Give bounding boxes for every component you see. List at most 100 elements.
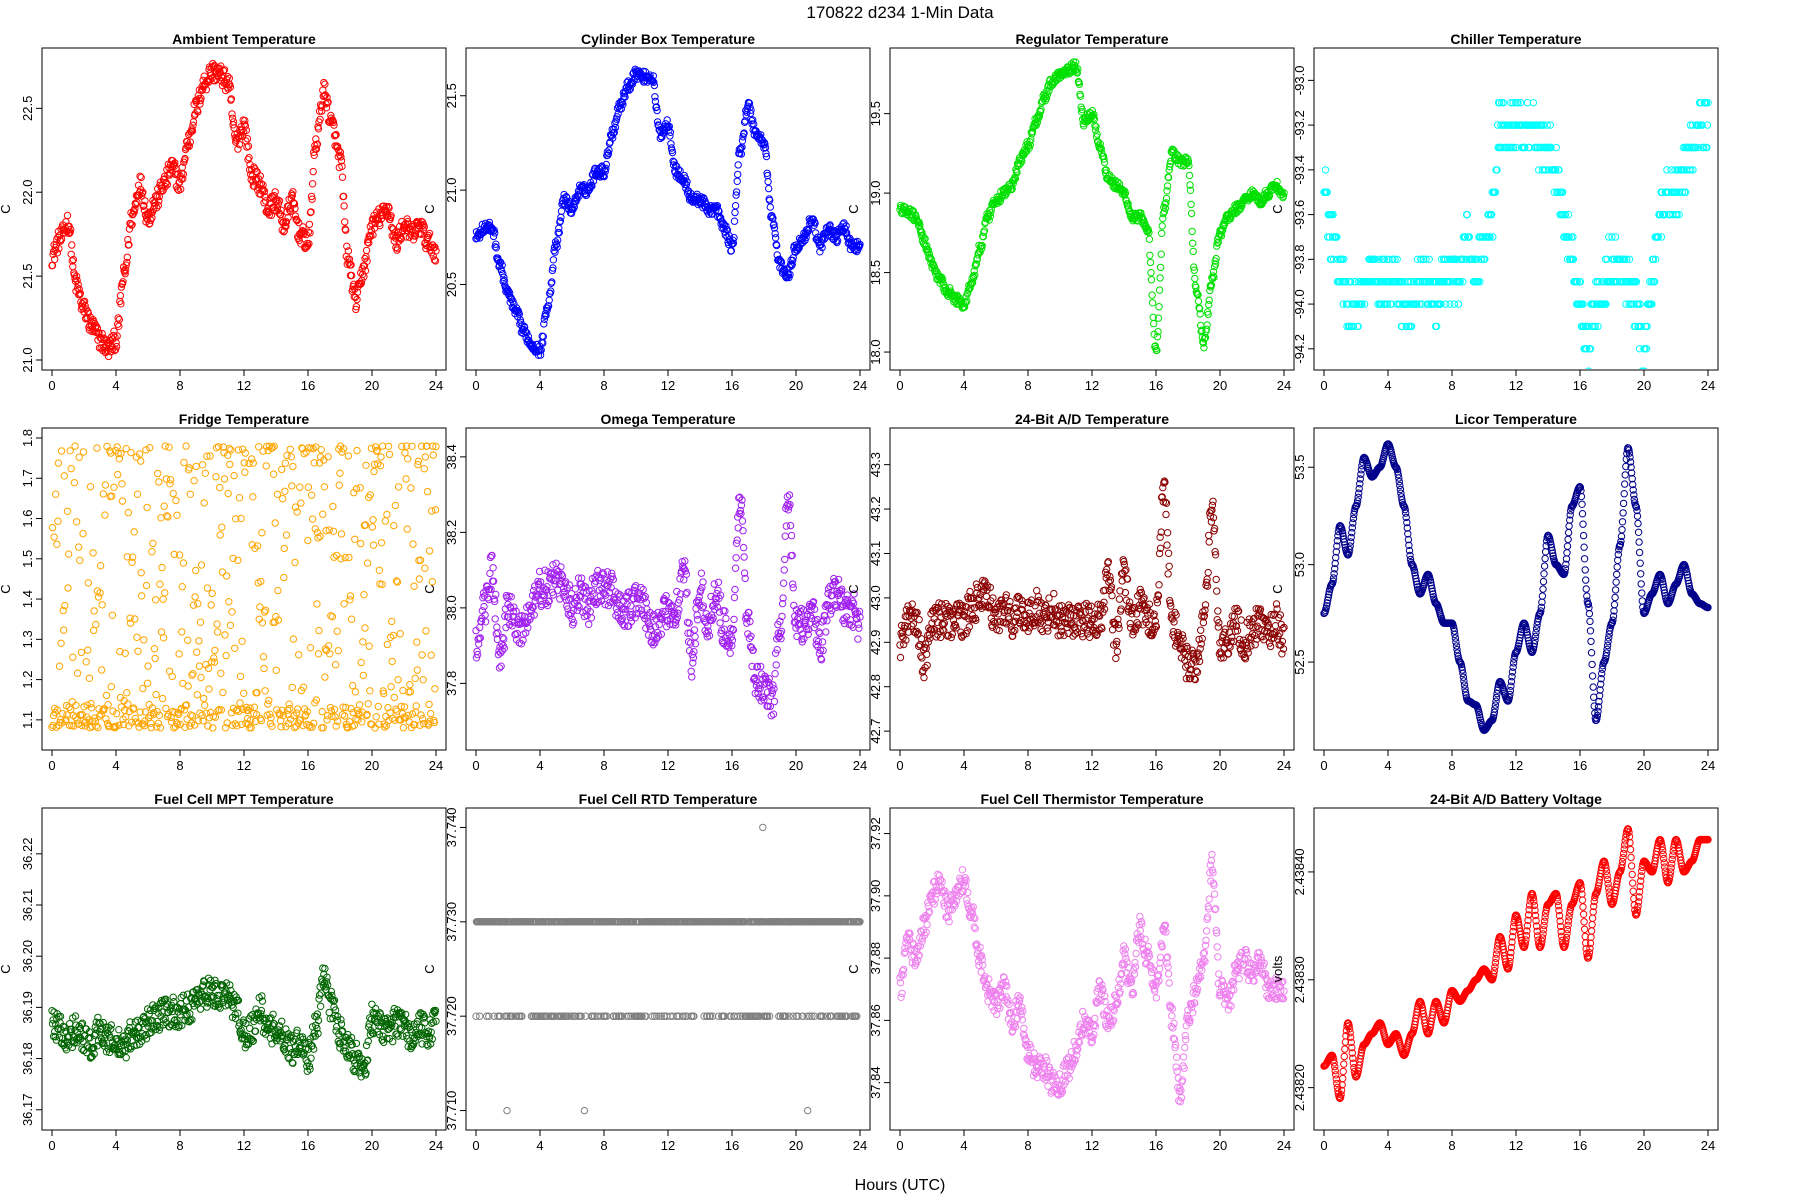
data-point [490, 226, 498, 234]
data-point [260, 608, 269, 616]
data-point [304, 536, 312, 545]
y-tick-label: 37.8 [444, 671, 459, 696]
data-point [761, 140, 769, 148]
data-point [567, 209, 576, 218]
data-point [278, 465, 286, 474]
data-point [994, 618, 1002, 626]
data-point [101, 481, 110, 489]
data-point [1632, 278, 1641, 286]
data-point [754, 689, 762, 697]
data-point [855, 624, 863, 632]
x-tick-label: 12 [1085, 758, 1099, 773]
data-point [391, 501, 400, 510]
x-tick-label: 16 [301, 758, 315, 773]
data-point [86, 483, 95, 491]
data-point [229, 554, 237, 562]
data-point [82, 658, 90, 666]
data-point [138, 592, 146, 600]
data-point [1124, 200, 1132, 208]
data-point [1084, 602, 1093, 610]
data-point [361, 267, 370, 275]
data-point [802, 625, 811, 634]
data-point [1675, 210, 1683, 219]
data-point [530, 611, 538, 619]
data-point [1076, 608, 1085, 616]
data-point [1214, 238, 1223, 247]
data-point [740, 129, 748, 137]
data-point [52, 490, 60, 498]
data-point [1037, 625, 1045, 634]
data-point [696, 601, 704, 609]
data-point [363, 559, 372, 567]
y-tick-label: 43.1 [868, 541, 883, 566]
data-point [419, 676, 427, 684]
data-point [1146, 251, 1154, 260]
y-tick-label: 43.2 [868, 496, 883, 521]
data-point [147, 209, 156, 217]
data-point [1650, 278, 1659, 286]
data-point [329, 118, 338, 127]
data-point [1155, 303, 1163, 311]
data-point [682, 570, 691, 578]
series-points [48, 59, 440, 361]
data-point [765, 184, 773, 193]
data-point [309, 167, 317, 176]
data-point [286, 704, 294, 713]
data-point [1213, 242, 1221, 250]
data-point [188, 127, 197, 135]
data-point [1552, 166, 1560, 174]
data-point [343, 242, 351, 251]
data-point [730, 593, 739, 602]
data-point [1703, 121, 1712, 129]
data-point [492, 244, 500, 252]
data-point [764, 177, 772, 186]
data-point [310, 459, 318, 467]
data-point [1547, 143, 1555, 152]
plot-frame [465, 47, 871, 371]
data-point [242, 126, 251, 135]
data-point [1461, 233, 1470, 241]
data-point [967, 604, 975, 612]
data-point [1114, 615, 1122, 623]
x-tick-label: 4 [1384, 378, 1391, 393]
data-point [911, 608, 919, 617]
data-point [290, 200, 299, 208]
data-point [414, 218, 422, 226]
data-point [826, 610, 835, 618]
data-point [722, 225, 731, 234]
data-point [341, 712, 349, 720]
data-point [163, 512, 171, 520]
data-point [203, 452, 211, 460]
data-point [842, 229, 851, 237]
data-point [361, 624, 369, 632]
data-point [388, 617, 396, 626]
data-point [1080, 601, 1089, 609]
data-point [952, 624, 960, 632]
data-point [652, 103, 661, 111]
y-tick-label: 19.0 [868, 180, 883, 205]
data-point [1112, 654, 1120, 663]
data-point [172, 718, 181, 727]
data-point [77, 648, 86, 657]
data-point [921, 235, 929, 243]
data-point [714, 578, 723, 586]
data-point [693, 611, 701, 619]
data-point [159, 634, 168, 642]
data-point [637, 70, 645, 78]
data-point [609, 134, 617, 142]
data-point [600, 590, 608, 598]
data-point [500, 644, 508, 652]
data-point [767, 712, 775, 720]
data-point [1700, 143, 1708, 152]
data-point [807, 606, 815, 614]
data-point [673, 587, 681, 596]
data-point [1204, 310, 1212, 319]
data-point [400, 703, 409, 711]
data-point [1594, 322, 1602, 331]
data-point [513, 629, 521, 638]
data-point [320, 78, 328, 87]
data-point [130, 704, 138, 712]
data-point [1067, 611, 1075, 619]
data-point [489, 577, 498, 585]
